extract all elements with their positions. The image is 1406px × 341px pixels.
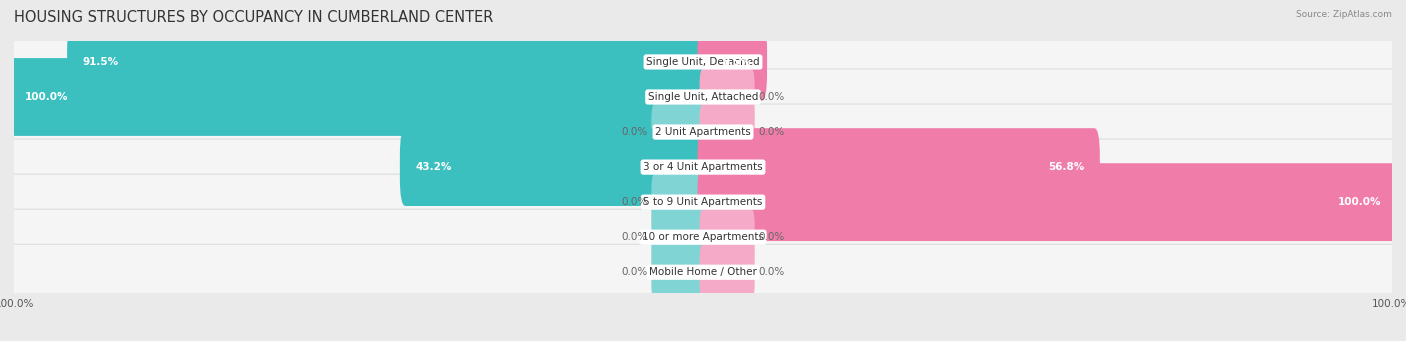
FancyBboxPatch shape: [67, 23, 709, 101]
FancyBboxPatch shape: [8, 58, 709, 136]
Text: HOUSING STRUCTURES BY OCCUPANCY IN CUMBERLAND CENTER: HOUSING STRUCTURES BY OCCUPANCY IN CUMBE…: [14, 10, 494, 25]
FancyBboxPatch shape: [13, 244, 1393, 300]
FancyBboxPatch shape: [700, 244, 755, 301]
Text: 2 Unit Apartments: 2 Unit Apartments: [655, 127, 751, 137]
FancyBboxPatch shape: [13, 104, 1393, 160]
FancyBboxPatch shape: [700, 209, 755, 266]
FancyBboxPatch shape: [13, 69, 1393, 125]
Text: Single Unit, Detached: Single Unit, Detached: [647, 57, 759, 67]
Text: Mobile Home / Other: Mobile Home / Other: [650, 267, 756, 277]
FancyBboxPatch shape: [697, 163, 1398, 241]
FancyBboxPatch shape: [651, 244, 706, 301]
FancyBboxPatch shape: [697, 23, 768, 101]
FancyBboxPatch shape: [13, 139, 1393, 195]
FancyBboxPatch shape: [700, 69, 755, 125]
FancyBboxPatch shape: [697, 128, 1099, 206]
Text: 0.0%: 0.0%: [621, 127, 648, 137]
FancyBboxPatch shape: [651, 209, 706, 266]
Text: 0.0%: 0.0%: [621, 232, 648, 242]
Text: 91.5%: 91.5%: [83, 57, 120, 67]
Text: 0.0%: 0.0%: [758, 232, 785, 242]
Text: Single Unit, Attached: Single Unit, Attached: [648, 92, 758, 102]
Text: 100.0%: 100.0%: [1339, 197, 1382, 207]
Text: 0.0%: 0.0%: [758, 127, 785, 137]
Text: 0.0%: 0.0%: [758, 92, 785, 102]
FancyBboxPatch shape: [399, 128, 709, 206]
Text: 8.5%: 8.5%: [723, 57, 751, 67]
FancyBboxPatch shape: [700, 104, 755, 160]
Text: 3 or 4 Unit Apartments: 3 or 4 Unit Apartments: [643, 162, 763, 172]
FancyBboxPatch shape: [13, 34, 1393, 90]
Text: Source: ZipAtlas.com: Source: ZipAtlas.com: [1296, 10, 1392, 19]
FancyBboxPatch shape: [651, 104, 706, 160]
Text: 56.8%: 56.8%: [1047, 162, 1084, 172]
Text: 43.2%: 43.2%: [416, 162, 453, 172]
Text: 100.0%: 100.0%: [24, 92, 67, 102]
Text: 0.0%: 0.0%: [621, 267, 648, 277]
FancyBboxPatch shape: [651, 174, 706, 231]
Text: 0.0%: 0.0%: [621, 197, 648, 207]
Text: 0.0%: 0.0%: [758, 267, 785, 277]
Legend: Owner-occupied, Renter-occupied: Owner-occupied, Renter-occupied: [591, 340, 815, 341]
Text: 5 to 9 Unit Apartments: 5 to 9 Unit Apartments: [644, 197, 762, 207]
FancyBboxPatch shape: [13, 174, 1393, 230]
FancyBboxPatch shape: [13, 209, 1393, 265]
Text: 10 or more Apartments: 10 or more Apartments: [643, 232, 763, 242]
